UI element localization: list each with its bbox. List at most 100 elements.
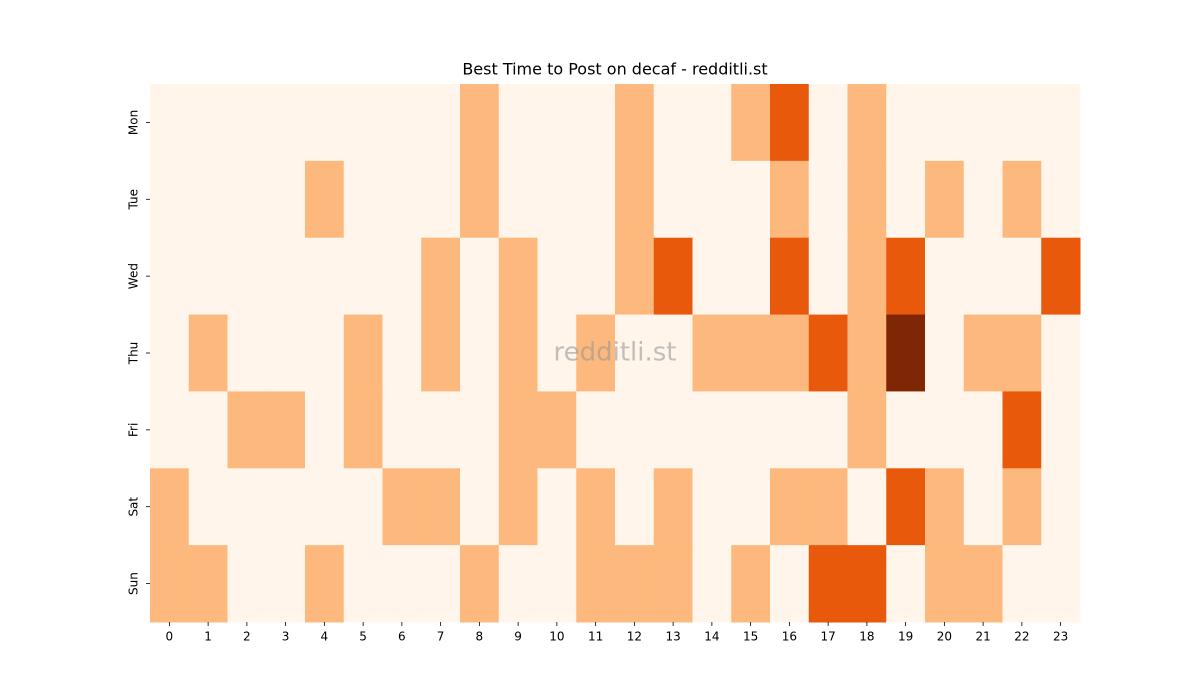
heatmap-cell [576, 314, 616, 392]
heatmap-cell [692, 468, 732, 546]
heatmap-cell [421, 314, 461, 392]
heatmap-cell [227, 468, 267, 546]
heatmap-cell [382, 314, 422, 392]
heatmap-cell [421, 391, 461, 469]
heatmap-cell [537, 468, 577, 546]
heatmap-cell [808, 545, 848, 623]
heatmap-cell [925, 545, 965, 623]
heatmap-cell [731, 314, 771, 392]
heatmap-cell [227, 545, 267, 623]
x-tick-label: 3 [282, 630, 290, 644]
heatmap-cell [421, 237, 461, 316]
heatmap-cell [227, 391, 267, 469]
heatmap-cell [847, 84, 887, 162]
heatmap-cell [808, 160, 848, 239]
heatmap-cell [653, 84, 693, 162]
x-tick-label: 9 [514, 630, 522, 644]
heatmap-cell [305, 237, 345, 316]
heatmap-cell [537, 237, 577, 316]
heatmap-cell [653, 468, 693, 546]
heatmap-cell [537, 545, 577, 623]
heatmap-cell [498, 84, 538, 162]
heatmap-cell [1041, 84, 1081, 162]
heatmap-cell [498, 314, 538, 392]
heatmap-cell [847, 237, 887, 316]
heatmap-cell [886, 84, 926, 162]
heatmap-cell [576, 391, 616, 469]
heatmap-cell [150, 160, 190, 239]
heatmap-cell [537, 391, 577, 469]
heatmap-cell [925, 314, 965, 392]
x-tick-label: 13 [665, 630, 680, 644]
x-tick-label: 15 [743, 630, 758, 644]
heatmap-cell [615, 237, 655, 316]
heatmap-cell [808, 314, 848, 392]
x-tick-label: 19 [898, 630, 913, 644]
heatmap-cell [343, 468, 383, 546]
heatmap-cell [188, 468, 228, 546]
heatmap-cell [382, 237, 422, 316]
heatmap-cell [770, 314, 810, 392]
heatmap-cell [498, 545, 538, 623]
heatmap-cell [963, 391, 1003, 469]
heatmap-cell [692, 391, 732, 469]
heatmap-cell [460, 545, 500, 623]
heatmap-cell [150, 468, 190, 546]
heatmap-cell [653, 391, 693, 469]
heatmap-cell [266, 84, 306, 162]
heatmap-cell [925, 160, 965, 239]
heatmap-cell [692, 314, 732, 392]
y-tick-label: Sat [127, 497, 141, 517]
heatmap-cell [1041, 237, 1081, 316]
heatmap-cell [847, 314, 887, 392]
heatmap-cell [1041, 468, 1081, 546]
heatmap-cell [498, 160, 538, 239]
heatmap-cell [576, 545, 616, 623]
heatmap-cell [266, 468, 306, 546]
x-tick-label: 12 [627, 630, 642, 644]
heatmap-cell [886, 237, 926, 316]
y-tick-label: Wed [127, 263, 141, 289]
heatmap-cell [460, 314, 500, 392]
heatmap-cell [770, 545, 810, 623]
heatmap-cell [925, 84, 965, 162]
heatmap-cell [886, 160, 926, 239]
heatmap-cell [382, 545, 422, 623]
heatmap-cell [615, 314, 655, 392]
heatmap-cell [343, 237, 383, 316]
heatmap-cell [343, 84, 383, 162]
heatmap-cell [963, 468, 1003, 546]
heatmap-cell [382, 160, 422, 239]
heatmap-cell [150, 237, 190, 316]
heatmap-cell [266, 237, 306, 316]
x-tick-label: 17 [820, 630, 835, 644]
heatmap-cell [770, 391, 810, 469]
heatmap-cell [188, 545, 228, 623]
heatmap-cell [1002, 545, 1042, 623]
heatmap-cell [925, 237, 965, 316]
heatmap-cell [343, 160, 383, 239]
heatmap-cell [808, 84, 848, 162]
heatmap-cell [460, 84, 500, 162]
heatmap-cell [963, 237, 1003, 316]
heatmap-cell [576, 468, 616, 546]
heatmap-cell [731, 545, 771, 623]
heatmap-cell [886, 468, 926, 546]
heatmap-cell [421, 160, 461, 239]
heatmap-cell [808, 468, 848, 546]
heatmap-cell [305, 314, 345, 392]
heatmap-cell [227, 160, 267, 239]
y-tick-label: Fri [127, 423, 141, 437]
heatmap-cell [847, 391, 887, 469]
heatmap-cell [692, 545, 732, 623]
heatmap-cell [1002, 468, 1042, 546]
heatmap-cell [382, 468, 422, 546]
heatmap-cell [188, 160, 228, 239]
heatmap-cell [653, 160, 693, 239]
heatmap-cell [886, 391, 926, 469]
heatmap-cell [460, 237, 500, 316]
heatmap-cell [150, 314, 190, 392]
y-tick-label: Thu [127, 342, 141, 366]
heatmap-cell [808, 237, 848, 316]
heatmap-cell [1002, 391, 1042, 469]
